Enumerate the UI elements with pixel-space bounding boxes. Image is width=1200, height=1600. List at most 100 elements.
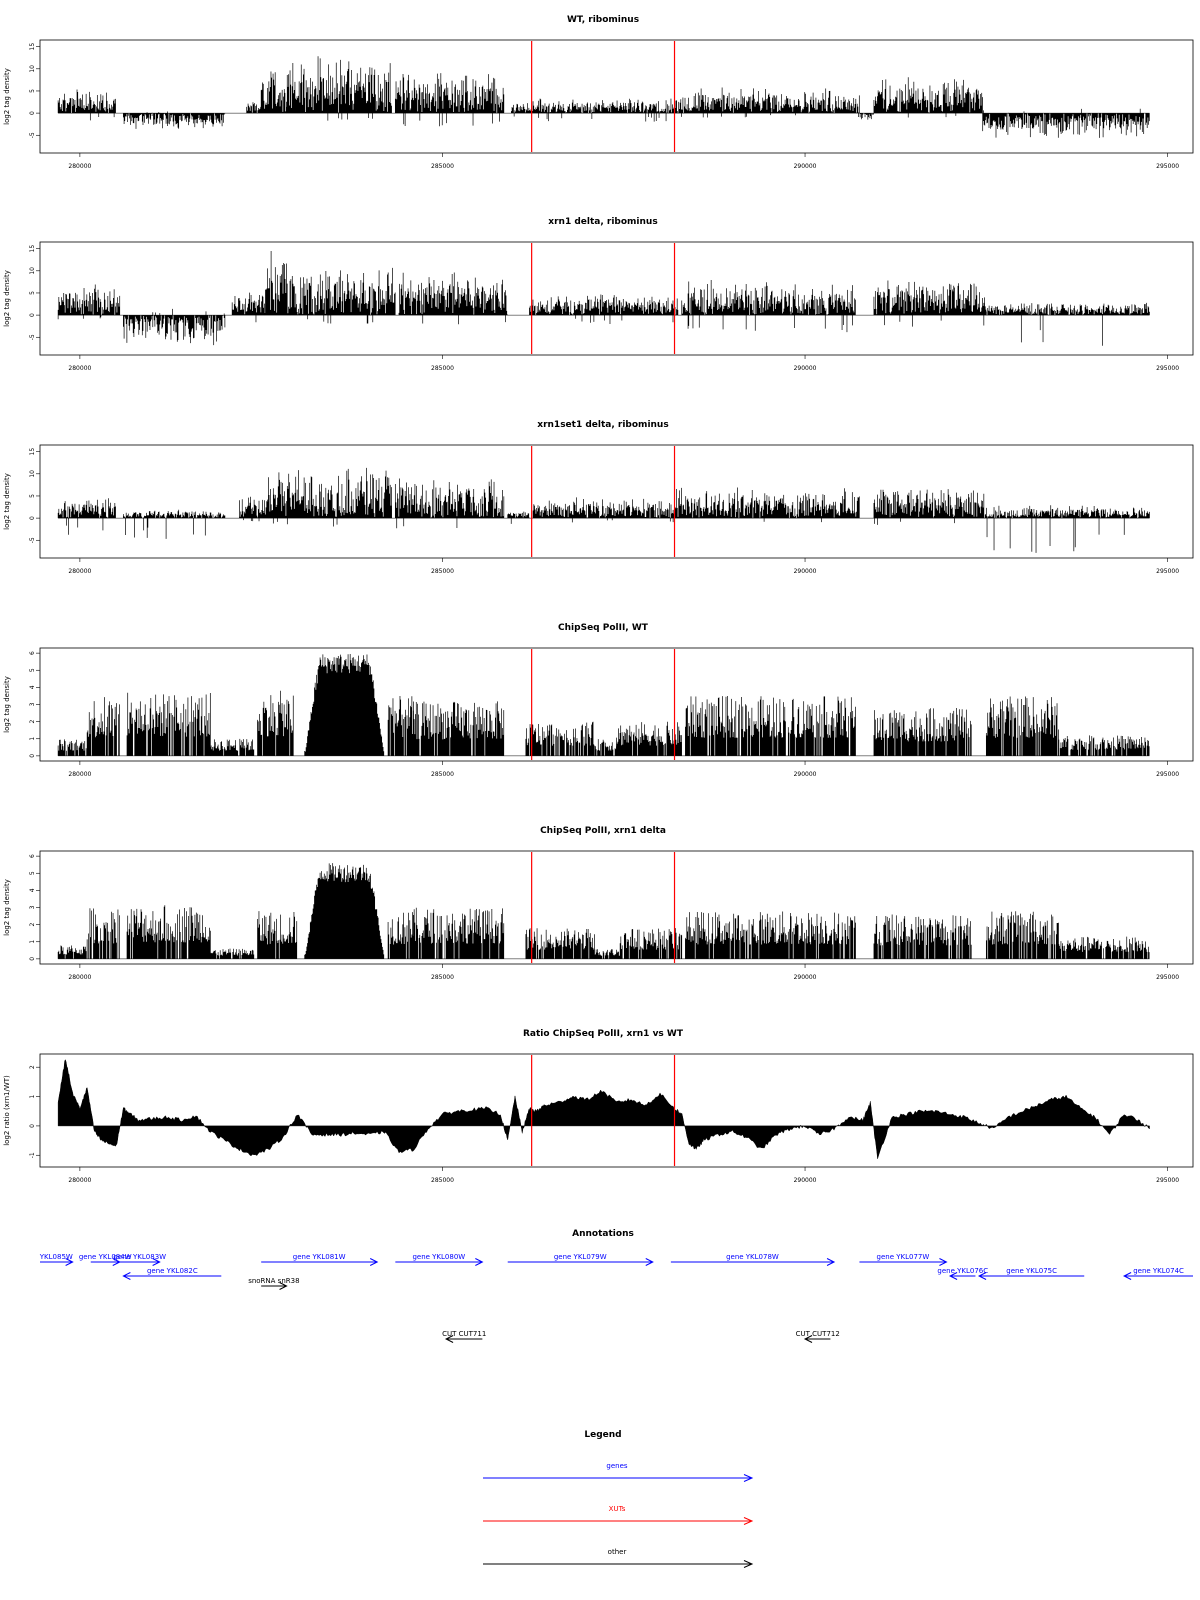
y-axis: 0 1 2 3 4 5 6 [29, 651, 40, 758]
legend-arrowhead [743, 1474, 754, 1482]
tag-density-bars [532, 497, 675, 523]
legend-items: genes XUTs other [483, 1462, 754, 1568]
data-marks [57, 56, 1150, 138]
tag-density-bars [873, 489, 987, 525]
feature-label: gene YKL084W [79, 1253, 132, 1261]
feature-4: gene YKL082C [122, 1267, 222, 1280]
y-tick-label: -5 [29, 537, 36, 543]
feature-14: CUT CUT711 [442, 1330, 486, 1343]
segment-9 [525, 928, 595, 959]
strand-arrowhead [369, 1258, 379, 1266]
tag-density-bars [511, 103, 532, 117]
tag-density-bars [57, 89, 116, 121]
tag-density-bars [264, 251, 291, 316]
feature-10: gene YKL076C [937, 1267, 988, 1280]
y-axis: -5 0 5 10 15 [29, 245, 40, 340]
y-tick-label: 0 [29, 754, 36, 758]
plot-frame [39, 39, 1194, 154]
y-axis: -5 0 5 10 15 [29, 43, 40, 138]
tag-density-bars [387, 696, 414, 756]
x-tick-label: 280000 [68, 974, 91, 981]
strand-arrowhead [112, 1258, 121, 1266]
strand-arrowhead [803, 1335, 813, 1343]
tag-density-bars [982, 108, 1150, 138]
tag-density-bars [57, 945, 87, 959]
y-tick-label: 5 [29, 494, 36, 498]
tag-density-bars [57, 284, 121, 320]
tag-density-bars [257, 911, 298, 959]
feature-3: gene YKL083W [113, 1253, 166, 1266]
segment-10 [859, 113, 874, 120]
x-tick-label: 280000 [68, 163, 91, 170]
feature-label: CUT CUT712 [796, 1330, 840, 1338]
tag-density-bars [257, 690, 294, 756]
tag-density-bars [873, 914, 972, 959]
y-tick-label: 0 [29, 516, 36, 520]
x-tick-label: 295000 [1156, 771, 1179, 778]
segment-8 [674, 487, 860, 523]
panel-title: xrn1set1 delta, ribominus [537, 420, 668, 430]
segment-14 [985, 696, 1059, 756]
segment-12 [685, 695, 856, 756]
tag-density-bars [681, 280, 856, 333]
segment-8 [531, 98, 675, 122]
panel-title: Ratio ChipSeq PolII, xrn1 vs WT [523, 1029, 684, 1039]
feature-13: snoRNA snR38 [248, 1277, 300, 1290]
tag-density-bars [123, 509, 226, 539]
plot-frame [39, 241, 1194, 356]
y-tick-label: 10 [29, 470, 36, 478]
x-tick-label: 295000 [1156, 1177, 1179, 1184]
y-axis: -5 0 5 10 15 [29, 448, 40, 543]
tag-density-bars [260, 71, 287, 114]
segment-3 [231, 292, 265, 323]
tag-density-bars [674, 87, 860, 118]
y-tick-label: 0 [29, 111, 36, 115]
tag-density-bars [985, 302, 1150, 346]
panel-3: xrn1set1 delta, ribominus log2 tag densit… [3, 420, 1194, 575]
tag-density-bars [985, 505, 1150, 553]
tag-density-bars [210, 948, 255, 959]
segment-2 [123, 111, 226, 129]
strand-arrowhead [65, 1258, 74, 1266]
segment-1 [57, 498, 116, 535]
x-tick-label: 280000 [68, 771, 91, 778]
tag-density-bars [246, 102, 262, 114]
strand-arrowhead [152, 1258, 161, 1266]
segment-5 [286, 56, 392, 121]
strand-arrowhead [939, 1258, 948, 1266]
strand-arrowhead [948, 1272, 958, 1280]
y-tick-label: -5 [29, 132, 36, 138]
segment-11 [616, 721, 682, 756]
segment-8 [413, 701, 505, 756]
tag-density-bars [616, 721, 682, 756]
segment-5 [257, 911, 298, 959]
tag-density-bars [507, 511, 530, 524]
plot-frame [39, 444, 1194, 559]
segment-8 [681, 280, 856, 333]
segment-7 [532, 497, 675, 523]
legend: Legend genes XUTs other [483, 1430, 754, 1568]
segment-1 [57, 945, 87, 959]
y-tick-label: 15 [29, 245, 36, 253]
annotation-title: Annotations [572, 1229, 634, 1239]
feature-label: gene YKL075C [1006, 1267, 1057, 1275]
feature-label: gene YKL078W [726, 1253, 779, 1261]
feature-8: gene YKL078W [670, 1253, 836, 1266]
segment-11 [619, 928, 683, 959]
y-tick-label: 0 [29, 313, 36, 317]
feature-1: YKL085W [39, 1253, 74, 1266]
segment-9 [525, 721, 595, 756]
x-axis: 280000 285000 290000 295000 [68, 153, 1179, 170]
data-marks [57, 863, 1150, 960]
segment-12 [685, 911, 856, 959]
y-axis: 0 1 2 3 4 5 6 [29, 854, 40, 961]
y-tick-label: 5 [29, 871, 36, 875]
tag-density-bars [57, 739, 87, 756]
tag-density-bars [126, 905, 211, 959]
feature-5: gene YKL081W [261, 1253, 379, 1266]
segment-7 [387, 912, 414, 959]
segment-3 [246, 102, 262, 114]
feature-label: snoRNA snR38 [248, 1277, 299, 1285]
x-tick-label: 290000 [794, 163, 817, 170]
